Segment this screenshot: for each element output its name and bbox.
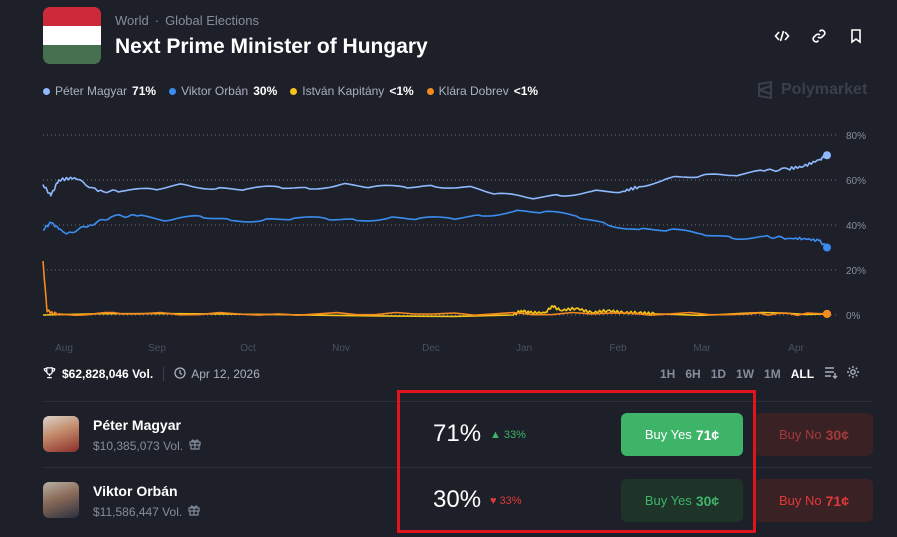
hungary-flag [43, 7, 101, 64]
y-tick-label: 20% [846, 266, 866, 277]
outcome-row[interactable]: Viktor Orbán $11,586,447 Vol. 30% ♥ 33% … [43, 467, 873, 533]
x-tick-label: Jan [516, 343, 532, 354]
list-view-icon[interactable] [824, 365, 838, 382]
buy-yes-label: Buy Yes [644, 493, 692, 508]
x-tick-label: Mar [693, 343, 711, 354]
copy-link-icon[interactable] [809, 26, 829, 46]
breadcrumb-category[interactable]: World [115, 13, 149, 28]
bookmark-icon[interactable] [846, 26, 866, 46]
price-chart[interactable]: 80% 60% 40% 20% 0% Aug Sep Oct Nov Dec Jan Feb Mar Ap… [0, 120, 897, 360]
range-1w[interactable]: 1W [736, 366, 755, 381]
legend-dot [43, 87, 50, 95]
x-tick-label: Aug [55, 343, 73, 354]
y-tick-label: 0% [846, 311, 861, 322]
buy-yes-button[interactable]: Buy Yes 71¢ [621, 413, 743, 456]
legend-label: Viktor Orbán [181, 84, 249, 98]
legend-value: 71% [132, 84, 157, 98]
avatar [43, 416, 79, 452]
buy-no-label: Buy No [779, 427, 822, 442]
breadcrumb: World · Global Elections [115, 13, 259, 28]
change-value: 33% [503, 429, 526, 441]
probability-change: ▲ 33% [490, 429, 526, 441]
arrow-up-icon: ▲ [490, 429, 501, 441]
gift-icon[interactable] [188, 504, 200, 519]
legend-item: Viktor Orbán 30% [169, 84, 277, 98]
polymarket-logo: Polymarket [755, 80, 867, 100]
x-tick-label: Apr [788, 343, 804, 354]
legend-label: Péter Magyar [55, 84, 128, 98]
gift-icon[interactable] [189, 438, 201, 453]
market-stats: $62,828,046 Vol. Apr 12, 2026 [43, 366, 260, 382]
legend-label: Klára Dobrev [438, 84, 509, 98]
range-1d[interactable]: 1D [710, 366, 727, 381]
outcome-volume-text: $10,385,073 Vol. [93, 438, 184, 453]
breadcrumb-separator: · [154, 13, 160, 28]
breadcrumb-subcategory[interactable]: Global Elections [165, 13, 260, 28]
legend-dot [169, 87, 177, 95]
buy-no-label: Buy No [779, 493, 822, 508]
trophy-icon [43, 366, 56, 382]
series-end-point [823, 151, 831, 160]
divider [163, 367, 165, 381]
buy-yes-price: 30¢ [695, 492, 720, 509]
heart-icon: ♥ [490, 495, 497, 507]
x-tick-label: Dec [422, 343, 440, 354]
time-range-selector: 1H 6H 1D 1W 1M ALL [660, 365, 870, 382]
series-end-point [823, 309, 831, 318]
outcome-volume-text: $11,586,447 Vol. [93, 504, 183, 519]
series-line [42, 260, 828, 317]
settings-gear-icon[interactable] [846, 365, 860, 382]
market-title: Next Prime Minister of Hungary [115, 35, 428, 58]
x-tick-label: Feb [609, 343, 627, 354]
series-line [42, 154, 828, 200]
range-all[interactable]: ALL [790, 366, 815, 381]
range-6h[interactable]: 6H [685, 366, 701, 381]
outcome-name: Viktor Orbán [93, 483, 178, 499]
y-tick-label: 40% [846, 221, 866, 232]
buy-yes-price: 71¢ [695, 426, 720, 443]
range-1m[interactable]: 1M [764, 366, 781, 381]
outcome-volume: $10,385,073 Vol. [93, 438, 201, 453]
clock-icon [174, 366, 186, 382]
avatar [43, 482, 79, 518]
y-tick-label: 60% [846, 176, 866, 187]
legend-value: 30% [253, 84, 278, 98]
legend-label: István Kapitány [302, 84, 385, 98]
outcome-probability: 30% [433, 486, 482, 513]
series-line [42, 209, 828, 249]
legend-dot [426, 87, 434, 95]
y-tick-label: 80% [846, 131, 866, 142]
legend-item: Klára Dobrev <1% [426, 84, 539, 98]
outcome-row[interactable]: Péter Magyar $10,385,073 Vol. 71% ▲ 33% … [43, 401, 873, 467]
outcome-volume: $11,586,447 Vol. [93, 504, 200, 519]
polymarket-icon [758, 80, 772, 100]
change-value: 33% [499, 495, 522, 507]
buy-no-price: 30¢ [825, 426, 849, 443]
legend-dot [290, 87, 298, 95]
x-tick-label: Oct [240, 343, 256, 354]
range-1h[interactable]: 1H [660, 366, 676, 381]
legend-value: <1% [513, 84, 539, 98]
x-tick-label: Sep [148, 343, 166, 354]
buy-yes-label: Buy Yes [644, 427, 692, 442]
buy-yes-button[interactable]: Buy Yes 30¢ [621, 479, 743, 522]
outcome-probability: 71% [433, 420, 482, 447]
end-date: Apr 12, 2026 [191, 367, 260, 381]
legend-item: Péter Magyar 71% [43, 84, 156, 98]
buy-no-button[interactable]: Buy No 30¢ [755, 413, 873, 456]
embed-code-icon[interactable] [772, 26, 792, 46]
series-end-point [823, 243, 831, 252]
chart-legend: Péter Magyar 71% Viktor Orbán 30% István… [43, 84, 551, 98]
legend-item: István Kapitány <1% [290, 84, 414, 98]
brand-name: Polymarket [781, 81, 868, 98]
total-volume: $62,828,046 Vol. [62, 367, 154, 381]
outcome-name: Péter Magyar [93, 417, 181, 433]
buy-no-price: 71¢ [825, 492, 849, 509]
market-actions [772, 26, 866, 46]
legend-value: <1% [389, 84, 414, 98]
buy-no-button[interactable]: Buy No 71¢ [755, 479, 873, 522]
probability-change: ♥ 33% [490, 495, 522, 507]
highlight-box [397, 390, 756, 533]
x-tick-label: Nov [332, 343, 350, 354]
